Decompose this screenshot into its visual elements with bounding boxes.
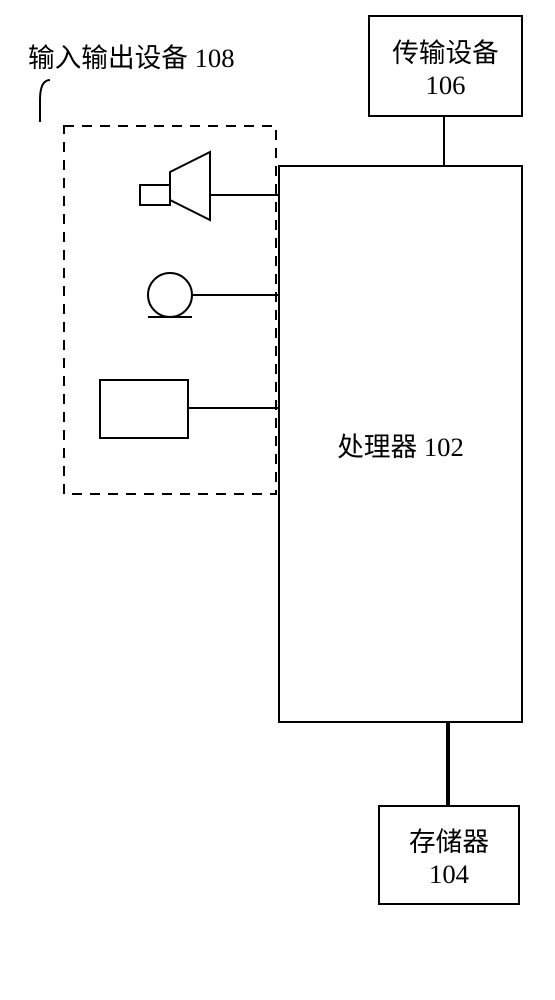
transmission-label-line2: 106 xyxy=(426,70,466,101)
keyboard-icon xyxy=(100,380,188,438)
camera-lens-icon xyxy=(148,273,192,317)
processor-label: 处理器 102 xyxy=(337,425,464,464)
processor-box: 处理器 102 xyxy=(278,165,523,723)
speaker-body-icon xyxy=(140,185,170,205)
speaker-cone-icon xyxy=(170,152,210,220)
memory-label-line1: 存储器 xyxy=(409,820,489,859)
diagram-canvas: 输入输出设备 108 传输设备 106 处理器 102 存储器 104 xyxy=(0,0,555,1000)
transmission-device-box: 传输设备 106 xyxy=(368,15,523,117)
io-group-label: 输入输出设备 108 xyxy=(28,36,235,75)
io-label-brace xyxy=(40,80,50,122)
io-group-box xyxy=(64,126,276,494)
memory-box: 存储器 104 xyxy=(378,805,520,905)
memory-label-line2: 104 xyxy=(429,859,469,890)
transmission-label-line1: 传输设备 xyxy=(392,31,499,70)
